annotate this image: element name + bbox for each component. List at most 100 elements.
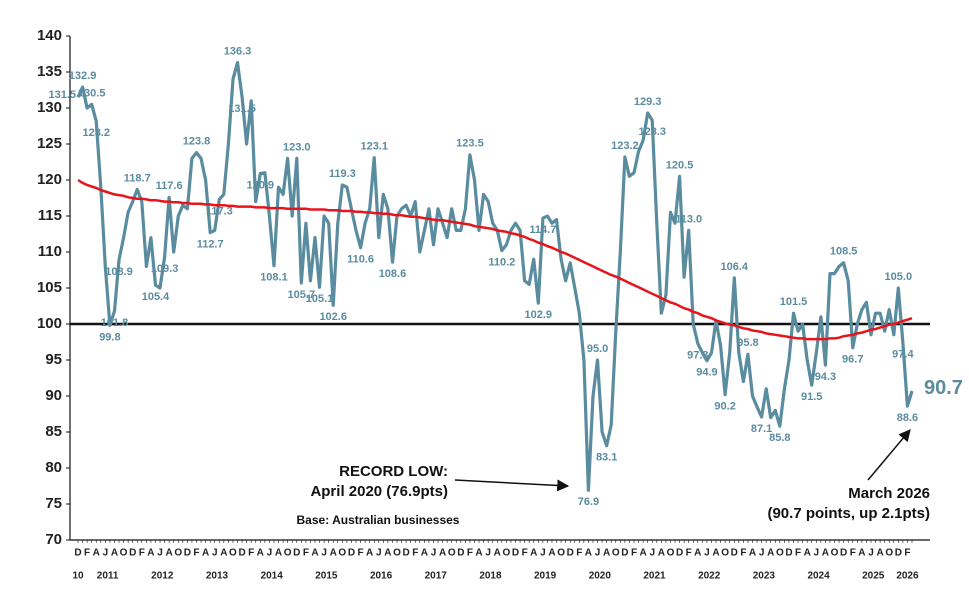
data-label: 95.0 [587,343,608,355]
data-label: 85.8 [769,432,790,444]
x-tick-label: F [576,548,582,559]
x-tick-label: D [184,548,191,559]
x-tick-label: J [649,548,655,559]
x-tick-label: F [193,548,199,559]
x-tick-label: A [585,548,592,559]
data-label: 105.1 [306,293,334,305]
x-tick-label: O [284,548,292,559]
data-label: 110.2 [488,256,515,268]
annotation: (90.7 points, up 2.1pts) [767,505,930,522]
x-tick-label: O [503,548,511,559]
x-tick-label: A [767,548,774,559]
x-tick-label: F [139,548,145,559]
x-tick-label: F [412,548,418,559]
x-tick-label: F [358,548,364,559]
data-label: 129.3 [634,96,662,108]
year-label: 2011 [97,571,119,582]
x-tick-label: O [120,548,128,559]
data-label: 105.0 [885,271,913,283]
x-tick-label: F [904,548,910,559]
data-label: 90.2 [714,400,735,412]
data-label: 76.9 [578,496,599,508]
data-label: 123.0 [283,141,311,153]
x-tick-label: O [229,548,237,559]
x-tick-label: J [431,548,437,559]
x-tick-label: J [759,548,765,559]
year-label: 2019 [534,571,557,582]
x-tick-label: F [795,548,801,559]
x-tick-label: F [467,548,473,559]
x-tick-label: J [814,548,820,559]
x-tick-label: F [631,548,637,559]
x-tick-label: J [704,548,710,559]
y-tick-label: 70 [45,531,62,548]
x-tick-label: F [303,548,309,559]
data-label: 128.2 [82,127,110,139]
x-tick-label: J [267,548,273,559]
y-tick-label: 85 [45,423,62,440]
data-label: 128.3 [638,126,666,138]
data-label: 112.7 [197,238,224,250]
year-label: 2018 [479,571,502,582]
data-label: 136.3 [224,46,252,58]
x-tick-label: A [93,548,100,559]
x-tick-label: O [721,548,729,559]
x-tick-label: D [403,548,410,559]
year-label: 2012 [151,571,174,582]
data-label: 123.8 [183,136,211,148]
year-label: 2024 [807,571,830,582]
data-label: 117.3 [206,205,233,217]
year-label: 2021 [643,571,666,582]
data-label: 96.7 [842,354,863,366]
data-label: 131.5 [228,103,256,115]
x-tick-label: A [311,548,318,559]
y-tick-label: 140 [37,27,62,44]
year-label: 2014 [261,571,284,582]
x-tick-label: A [658,548,665,559]
data-label: 113.0 [675,213,702,225]
x-tick-label: D [785,548,792,559]
x-tick-label: O [885,548,893,559]
x-tick-label: A [257,548,264,559]
data-label: 94.9 [696,367,717,379]
year-label: 2026 [896,571,919,582]
x-tick-label: O [338,548,346,559]
x-tick-label: A [548,548,555,559]
x-tick-label: A [439,548,446,559]
x-tick-label: A [111,548,118,559]
data-label: 120.5 [666,159,694,171]
y-tick-label: 90 [45,387,62,404]
x-tick-label: D [129,548,136,559]
x-tick-label: A [749,548,756,559]
data-label: 102.6 [319,311,347,323]
year-label: 2016 [370,571,393,582]
y-tick-label: 115 [38,207,62,224]
x-tick-label: O [174,548,182,559]
x-tick-label: D [512,548,519,559]
x-tick-label: D [676,548,683,559]
x-tick-label: F [84,548,90,559]
y-tick-label: 80 [45,459,62,476]
data-label: 99.8 [99,331,120,343]
x-tick-label: D [293,548,300,559]
x-tick-label: D [567,548,574,559]
data-label: 110.6 [347,254,374,266]
annotation: Base: Australian businesses [297,513,460,527]
data-label: 106.4 [720,261,748,273]
trend-line [77,178,913,341]
x-tick-label: O [776,548,784,559]
y-tick-label: 75 [45,495,62,512]
x-tick-label: F [686,548,692,559]
y-tick-label: 100 [37,315,62,332]
x-tick-label: O [667,548,675,559]
year-label: 2025 [862,571,885,582]
y-tick-label: 110 [38,243,62,260]
x-tick-label: D [840,548,847,559]
x-tick-label: J [157,548,163,559]
data-label: 123.2 [611,140,639,152]
year-label: 2022 [698,571,721,582]
year-label: 2015 [315,571,338,582]
data-label: 102.9 [525,309,553,321]
x-tick-label: D [348,548,355,559]
